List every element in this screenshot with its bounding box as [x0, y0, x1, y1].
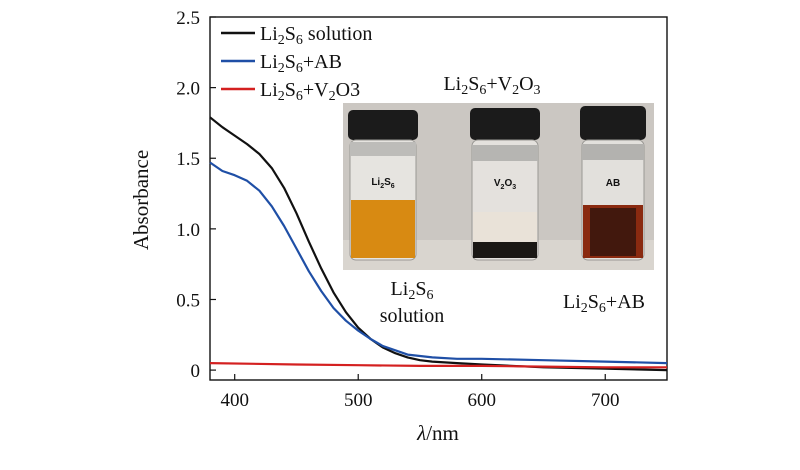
vial-ab: AB: [580, 106, 646, 261]
vial-li2s6: Li2S6: [348, 110, 418, 261]
legend-label-li2s6-ab: Li2S6+AB: [260, 51, 342, 76]
vial-li2s6-label: Li2S6: [371, 177, 394, 190]
vial-v2o3-liquid: [473, 212, 537, 242]
x-tick-label: 700: [591, 390, 620, 411]
x-tick-label: 600: [467, 390, 496, 411]
series-line-0: [209, 116, 668, 372]
y-tick-label: 2.5: [176, 8, 200, 29]
vial-v2o3-sediment: [473, 242, 537, 258]
photo-title: Li2S6+V2O3: [443, 73, 540, 98]
vial-li2s6-liquid: [351, 200, 415, 258]
vial-v2o3: V2O3: [470, 108, 540, 261]
vial-li2s6-cap: [348, 110, 418, 140]
y-tick-label: 0.5: [176, 290, 200, 311]
y-tick-label: 2.0: [176, 79, 200, 100]
annotation-li2s6-ab: Li2S6+AB: [563, 291, 645, 316]
series-layer: [209, 116, 668, 372]
y-axis-title: Absorbance: [129, 150, 153, 250]
y-tick-label: 1.5: [176, 149, 200, 170]
x-tick-label: 500: [344, 390, 373, 411]
vial-v2o3-label: V2O3: [494, 178, 516, 191]
legend-label-li2s6-solution: Li2S6 solution: [260, 23, 372, 48]
x-axis-title-unit: /nm: [426, 421, 459, 445]
vial-ab-sediment: [590, 208, 636, 256]
x-axis-title: λ/nm: [416, 421, 459, 445]
annotation-li2s6-solution-line1: Li2S6: [391, 278, 434, 303]
vials-photo: Li2S6+V2O3 Li2S6 V2O3 AB: [343, 73, 654, 270]
x-tick-label: 400: [220, 390, 249, 411]
vial-v2o3-band: [472, 145, 538, 161]
legend-label-li2s6-v2o3: Li2S6+V2O3: [260, 79, 360, 104]
vial-ab-band: [582, 144, 644, 160]
x-axis-title-symbol: λ: [416, 421, 426, 445]
annotation-li2s6-solution-line2: solution: [380, 305, 444, 327]
vial-li2s6-band: [350, 142, 416, 156]
vial-v2o3-cap: [470, 108, 540, 140]
legend: Li2S6 solution Li2S6+AB Li2S6+V2O3: [221, 23, 372, 104]
tick-layer: 400 500 600 700 0 0.5 1.0 1.5 2.0 2.5: [176, 8, 619, 411]
plot-frame: [209, 16, 668, 381]
y-tick-label: 0: [191, 361, 201, 382]
series-line-1: [209, 161, 668, 365]
vial-ab-cap: [580, 106, 646, 140]
series-line-2: [209, 362, 667, 369]
vial-ab-label: AB: [606, 178, 620, 189]
y-tick-label: 1.0: [176, 220, 200, 241]
